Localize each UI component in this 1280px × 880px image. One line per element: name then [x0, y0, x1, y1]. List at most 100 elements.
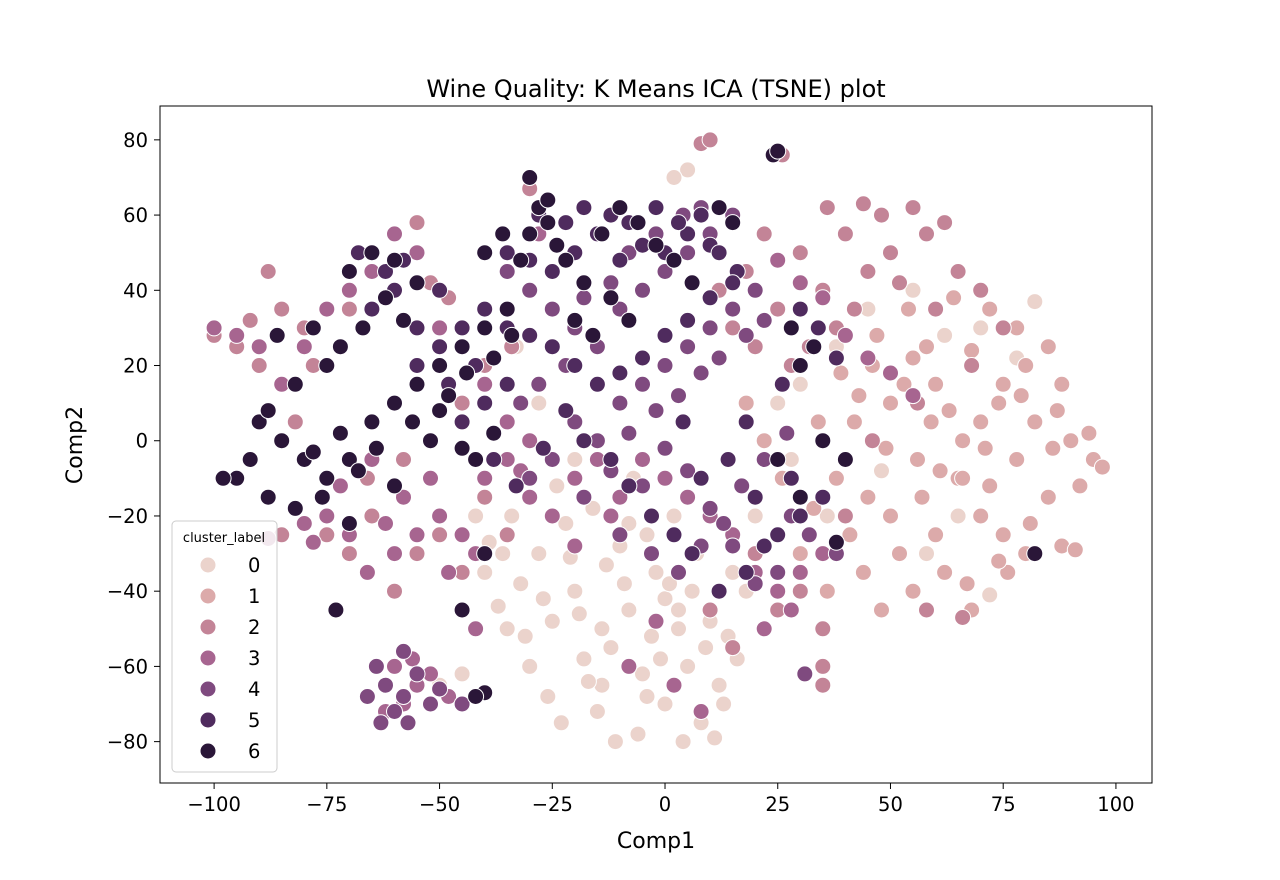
data-point	[476, 375, 494, 393]
data-point	[521, 281, 539, 299]
data-point	[674, 413, 692, 431]
x-tick-label: −25	[532, 793, 573, 816]
data-point	[710, 582, 728, 600]
data-point	[854, 195, 872, 213]
data-point	[873, 206, 890, 224]
data-point	[228, 326, 246, 344]
legend-marker	[199, 556, 217, 574]
data-point	[1026, 413, 1044, 431]
data-point	[1008, 451, 1026, 468]
data-point	[543, 338, 561, 356]
data-point	[408, 545, 426, 563]
data-point	[566, 413, 584, 431]
data-point	[570, 605, 588, 623]
data-point	[836, 326, 854, 344]
data-point	[286, 375, 304, 393]
data-point	[566, 537, 584, 555]
data-point	[994, 375, 1012, 393]
data-point	[304, 443, 322, 461]
data-point	[431, 680, 449, 698]
legend-label: 6	[248, 740, 260, 763]
data-point	[377, 676, 394, 694]
data-point	[724, 214, 742, 232]
data-point	[395, 311, 412, 329]
data-point	[476, 300, 494, 318]
data-point	[701, 601, 719, 619]
data-point	[782, 319, 800, 337]
data-point	[670, 387, 687, 405]
data-point	[805, 499, 823, 517]
data-point	[891, 545, 908, 563]
data-point	[755, 432, 773, 450]
data-point	[286, 413, 304, 431]
data-point	[431, 507, 449, 525]
data-point	[408, 665, 426, 683]
data-point	[408, 244, 426, 262]
data-point	[791, 507, 809, 525]
data-point	[972, 319, 990, 337]
data-point	[814, 676, 832, 694]
data-point	[363, 413, 381, 431]
data-point	[904, 199, 922, 217]
data-point	[656, 439, 674, 457]
legend-items: 0 1 2 3 4 5 6	[199, 554, 260, 763]
data-point	[814, 657, 832, 675]
data-point	[656, 695, 674, 713]
data-point	[661, 575, 678, 593]
data-point	[634, 451, 651, 468]
data-point	[791, 274, 809, 292]
data-point	[733, 477, 751, 495]
data-point	[431, 526, 449, 544]
data-point	[575, 199, 593, 217]
data-point	[521, 657, 539, 675]
data-point	[575, 274, 593, 292]
data-point	[710, 199, 728, 217]
data-point	[327, 601, 345, 619]
data-point	[358, 563, 376, 581]
y-tick-label: 20	[123, 355, 148, 378]
data-point	[683, 274, 701, 292]
data-point	[836, 507, 854, 525]
data-point	[724, 319, 742, 337]
data-point	[395, 642, 412, 660]
data-point	[331, 424, 349, 442]
data-point	[949, 263, 967, 280]
data-point	[710, 349, 728, 367]
data-point	[949, 507, 967, 525]
data-point	[602, 451, 620, 468]
data-point	[512, 394, 530, 412]
data-point	[670, 601, 687, 619]
data-point	[940, 402, 958, 420]
data-point	[936, 326, 954, 344]
data-point	[440, 563, 458, 581]
data-point	[273, 432, 291, 450]
data-point	[927, 375, 945, 393]
data-point	[588, 375, 606, 393]
data-point	[836, 451, 854, 468]
x-tick-label: 50	[878, 793, 903, 816]
data-point	[972, 281, 990, 299]
data-point	[476, 244, 494, 262]
data-point	[679, 462, 697, 480]
data-point	[634, 375, 651, 393]
data-point	[386, 225, 403, 243]
data-point	[643, 545, 660, 563]
data-point	[647, 612, 665, 630]
data-point	[647, 563, 665, 581]
data-point	[498, 300, 516, 318]
data-point	[1053, 375, 1071, 393]
data-point	[521, 432, 539, 450]
data-point	[620, 424, 638, 442]
data-point	[679, 225, 697, 243]
data-point	[990, 394, 1008, 412]
data-point	[638, 526, 656, 544]
legend-marker	[199, 649, 217, 667]
data-point	[408, 357, 426, 374]
data-point	[868, 326, 886, 344]
data-point	[656, 326, 674, 344]
data-point	[372, 714, 390, 732]
data-point	[981, 300, 999, 318]
data-point	[593, 225, 611, 243]
data-point	[404, 413, 421, 431]
data-point	[1080, 424, 1098, 442]
